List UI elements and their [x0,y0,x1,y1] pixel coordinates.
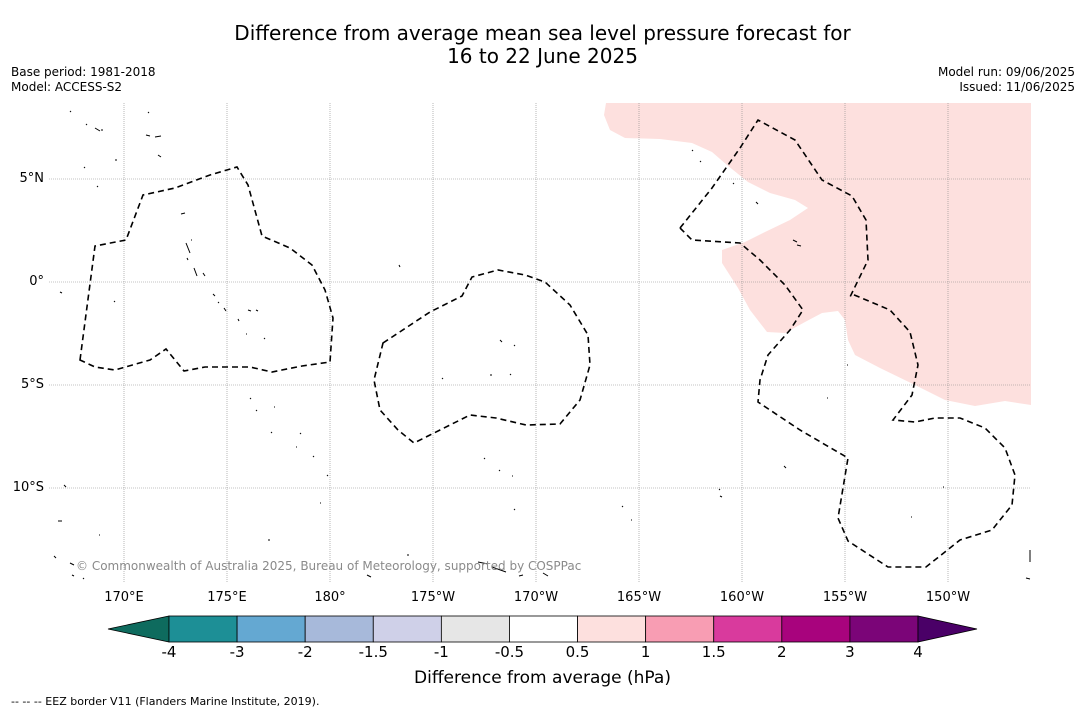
model-run: Model run: 09/06/2025 [937,65,1075,79]
colorbar-segment [577,615,647,643]
lat-label-0: 0° [29,274,44,289]
meta-right: Model run: 09/06/2025 Issued: 11/06/2025 [938,65,1075,95]
colorbar-tick: 1.5 [701,643,726,661]
colorbar-segment [236,615,306,643]
colorbar-tick: -1.5 [358,643,388,661]
colorbar-segment [781,615,851,643]
lon-label-170W: 170°W [513,590,559,605]
eez-border-central [373,269,591,444]
colorbar-segment [509,615,578,643]
graticule [49,103,1031,583]
colorbar-label: Difference from average (hPa) [414,668,671,688]
eez-border-north [679,118,869,298]
anomaly-region [604,103,1031,406]
lon-label-165W: 165°W [616,590,662,605]
eez-border-west [79,166,334,373]
colorbar-segment [168,615,238,643]
eez-footnote: -- -- -- EEZ border V11 (Flanders Marine… [11,695,320,708]
lon-label-155W: 155°W [822,590,868,605]
colorbar-tick: 1 [640,643,651,661]
lon-label-175E: 175°E [207,590,247,605]
lon-label-170E: 170°E [104,590,144,605]
colorbar-extend-high [917,615,978,643]
lat-label-5S: 5°S [20,377,44,392]
colorbar-extend-low [107,615,170,643]
lon-label-175W: 175°W [410,590,456,605]
lon-label-160W: 160°W [719,590,765,605]
colorbar-tick: 0.5 [565,643,590,661]
colorbar-tick: 3 [845,643,855,661]
lat-label-10S: 10°S [12,480,44,495]
colorbar-segment [645,615,715,643]
lat-label-5N: 5°N [19,171,45,186]
colorbar-tick: -3 [229,643,245,661]
lon-label-150W: 150°W [925,590,971,605]
model-name: Model: ACCESS-S2 [11,80,123,94]
colorbar-tick: -4 [161,643,177,661]
title-line-2: 16 to 22 June 2025 [447,44,638,68]
meta-left: Base period: 1981-2018 Model: ACCESS-S2 [11,65,156,95]
colorbar-segment [713,615,783,643]
map-title: Difference from average mean sea level p… [0,22,1085,68]
eez-borders [79,118,1016,568]
title-line-1: Difference from average mean sea level p… [234,21,851,45]
base-period: Base period: 1981-2018 [11,65,156,79]
eez-border-inner [679,227,1016,568]
colorbar-tick: -2 [297,643,313,661]
lon-label-180: 180° [314,590,346,605]
colorbar-segment [304,615,374,643]
colorbar-segment [372,615,442,643]
colorbar-tick: -0.5 [494,643,525,661]
copyright-notice: © Commonwealth of Australia 2025, Bureau… [76,559,582,573]
colorbar-segment [849,615,919,643]
colorbar-tick: 4 [913,643,923,661]
colorbar-segment [440,615,510,643]
colorbar-tick: 2 [777,643,787,661]
colorbar-segments [168,615,919,643]
islands [53,110,1031,580]
colorbar-tick: -1 [433,643,449,661]
issued-date: Issued: 11/06/2025 [959,80,1075,94]
